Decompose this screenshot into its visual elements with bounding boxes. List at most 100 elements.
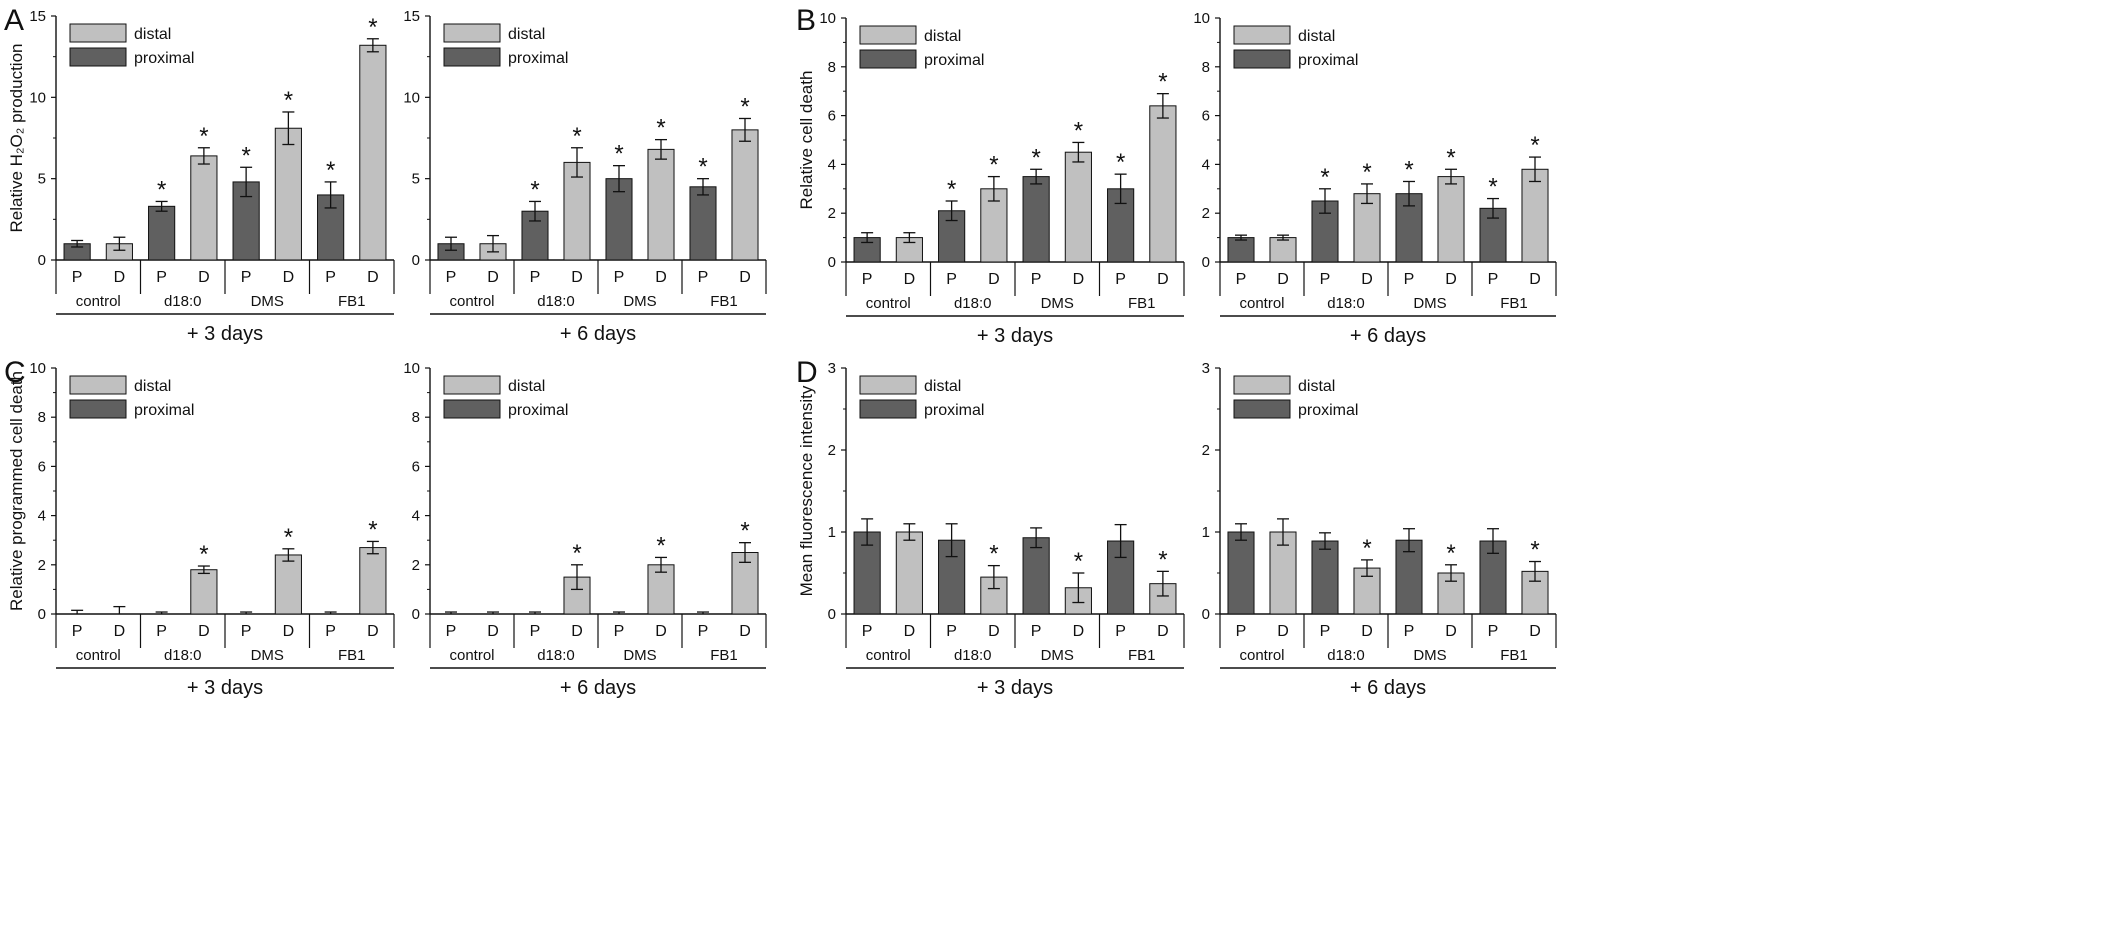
bar-distal bbox=[359, 44, 387, 261]
bar-distal bbox=[895, 531, 923, 615]
legend-label-distal: distal bbox=[508, 26, 545, 43]
bar-distal bbox=[1149, 105, 1177, 263]
legend-label-distal: distal bbox=[1298, 378, 1335, 395]
significance-star: * bbox=[199, 541, 208, 568]
chart-d-day3: D 0 1 2 3 Mean fluorescence intensity P D P * D P * D… bbox=[796, 356, 1185, 699]
time-label: + 6 days bbox=[1350, 325, 1426, 347]
x-category-label: D bbox=[487, 269, 499, 286]
legend-swatch-proximal bbox=[859, 399, 917, 419]
y-tick-label: 10 bbox=[29, 89, 46, 106]
bar-distal bbox=[1269, 237, 1297, 263]
x-category-label: D bbox=[988, 271, 1000, 288]
x-category-label: P bbox=[698, 269, 709, 286]
significance-star: * bbox=[1320, 164, 1329, 191]
x-category-label: D bbox=[114, 623, 126, 640]
x-category-label: P bbox=[325, 269, 336, 286]
x-category-label: P bbox=[446, 623, 457, 640]
group-label: DMS bbox=[1413, 295, 1446, 312]
bar-distal bbox=[190, 155, 218, 261]
group-label: DMS bbox=[1041, 647, 1074, 664]
significance-star: * bbox=[241, 142, 250, 169]
bar-proximal bbox=[1227, 237, 1255, 263]
y-tick-label: 10 bbox=[819, 10, 836, 27]
x-category-label: D bbox=[487, 623, 499, 640]
y-tick-label: 6 bbox=[412, 458, 420, 475]
x-category-label: D bbox=[571, 269, 583, 286]
y-tick-label: 0 bbox=[412, 252, 420, 269]
legend-swatch-distal bbox=[1233, 375, 1291, 395]
y-tick-label: 15 bbox=[29, 8, 46, 25]
significance-star: * bbox=[989, 152, 998, 179]
y-tick-label: 2 bbox=[412, 557, 420, 574]
y-tick-label: 3 bbox=[1202, 360, 1210, 377]
y-tick-label: 5 bbox=[38, 171, 46, 188]
bar-distal bbox=[1353, 193, 1381, 263]
group-label: control bbox=[1239, 647, 1284, 664]
x-category-label: P bbox=[1115, 271, 1126, 288]
x-category-label: P bbox=[1488, 623, 1499, 640]
group-label: DMS bbox=[251, 293, 284, 310]
x-category-label: P bbox=[1115, 623, 1126, 640]
y-tick-label: 15 bbox=[403, 8, 420, 25]
legend-label-distal: distal bbox=[924, 28, 961, 45]
significance-star: * bbox=[1362, 159, 1371, 186]
x-category-label: D bbox=[1073, 623, 1085, 640]
bar-proximal bbox=[521, 210, 549, 261]
legend-swatch-distal bbox=[69, 23, 127, 43]
time-label: + 3 days bbox=[187, 323, 263, 345]
x-category-label: P bbox=[946, 271, 957, 288]
y-tick-label: 6 bbox=[828, 108, 836, 125]
y-tick-label: 0 bbox=[1202, 254, 1210, 271]
legend-label-distal: distal bbox=[924, 378, 961, 395]
legend-swatch-proximal bbox=[859, 49, 917, 69]
y-tick-label: 0 bbox=[828, 606, 836, 623]
group-label: control bbox=[76, 647, 121, 664]
y-tick-label: 6 bbox=[38, 458, 46, 475]
x-category-label: D bbox=[1529, 623, 1541, 640]
x-category-label: D bbox=[367, 269, 379, 286]
y-tick-label: 0 bbox=[38, 252, 46, 269]
y-axis-label: Mean fluorescence intensity bbox=[797, 385, 816, 596]
bar-proximal bbox=[1311, 540, 1339, 615]
x-category-label: P bbox=[1320, 271, 1331, 288]
x-category-label: P bbox=[614, 623, 625, 640]
significance-star: * bbox=[1530, 537, 1539, 564]
group-label: d18:0 bbox=[164, 647, 202, 664]
time-label: + 3 days bbox=[187, 677, 263, 699]
time-label: + 6 days bbox=[560, 323, 636, 345]
legend-label-distal: distal bbox=[134, 378, 171, 395]
y-tick-label: 4 bbox=[828, 156, 836, 173]
bar-proximal bbox=[148, 205, 176, 261]
x-category-label: P bbox=[1236, 623, 1247, 640]
x-category-label: P bbox=[1404, 271, 1415, 288]
x-category-label: P bbox=[530, 269, 541, 286]
x-category-label: P bbox=[241, 269, 252, 286]
x-category-label: D bbox=[1157, 271, 1169, 288]
group-label: control bbox=[866, 647, 911, 664]
x-category-label: P bbox=[1488, 271, 1499, 288]
group-label: FB1 bbox=[338, 293, 366, 310]
significance-star: * bbox=[989, 541, 998, 568]
legend-swatch-distal bbox=[443, 23, 501, 43]
group-label: FB1 bbox=[710, 293, 738, 310]
significance-star: * bbox=[698, 154, 707, 181]
x-category-label: P bbox=[946, 623, 957, 640]
group-label: control bbox=[76, 293, 121, 310]
significance-star: * bbox=[284, 524, 293, 551]
x-category-label: D bbox=[904, 623, 916, 640]
y-tick-label: 2 bbox=[828, 205, 836, 222]
x-category-label: P bbox=[156, 269, 167, 286]
y-tick-label: 10 bbox=[403, 360, 420, 377]
y-tick-label: 2 bbox=[828, 442, 836, 459]
significance-star: * bbox=[199, 123, 208, 150]
y-tick-label: 4 bbox=[412, 508, 420, 525]
bar-proximal bbox=[1022, 537, 1050, 615]
x-category-label: D bbox=[1445, 623, 1457, 640]
x-category-label: P bbox=[446, 269, 457, 286]
x-category-label: D bbox=[1529, 271, 1541, 288]
